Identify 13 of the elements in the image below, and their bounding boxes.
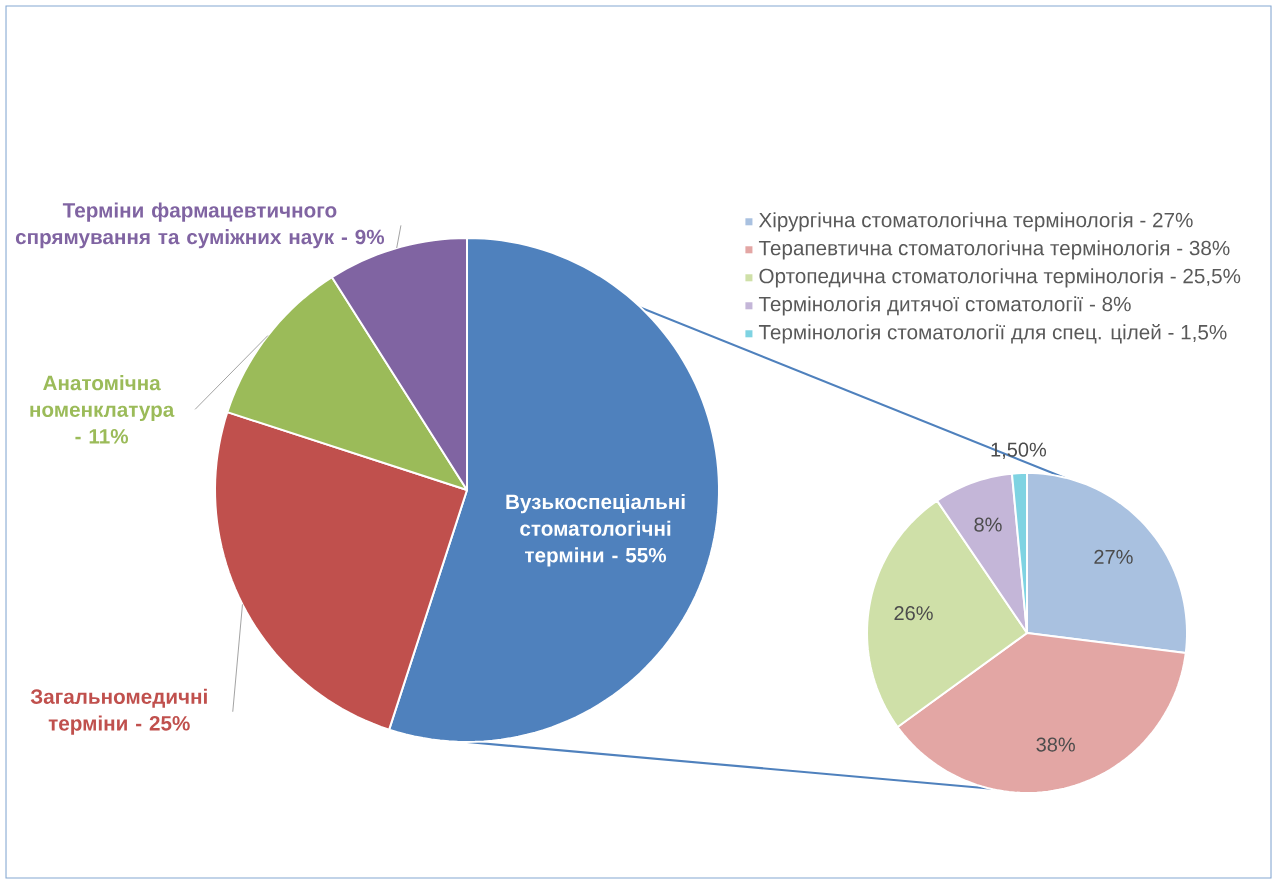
- legend-label: Термінологія стоматології для спец. цілей - 1,5%: [758, 323, 1227, 344]
- data-label: 8%: [974, 517, 1002, 532]
- data-label: 27%: [1094, 549, 1133, 564]
- legend-label: Терапевтична стоматологічна термінологія - 38%: [758, 240, 1230, 260]
- slice-label: Анатомічна номенклатура - 11%: [30, 375, 175, 444]
- slice-label: Загальномедичні терміни - 25%: [30, 688, 207, 735]
- legend-label: Хірургічна стоматологічна термінологія - 27%: [758, 212, 1193, 232]
- legend-label: Ортопедична стоматологічна термінологія - 25,5%: [759, 268, 1241, 288]
- slice-label: Вузькоспеціальні стоматологічні терміни - 55%: [506, 494, 685, 567]
- data-label: 38%: [1036, 737, 1075, 752]
- legend-label: Термінологія дитячої стоматології - 8%: [758, 296, 1131, 316]
- data-label: 26%: [894, 606, 933, 621]
- slice-label: Терміни фармацевтичного спрямування та суміжних наук - 9%: [15, 202, 385, 249]
